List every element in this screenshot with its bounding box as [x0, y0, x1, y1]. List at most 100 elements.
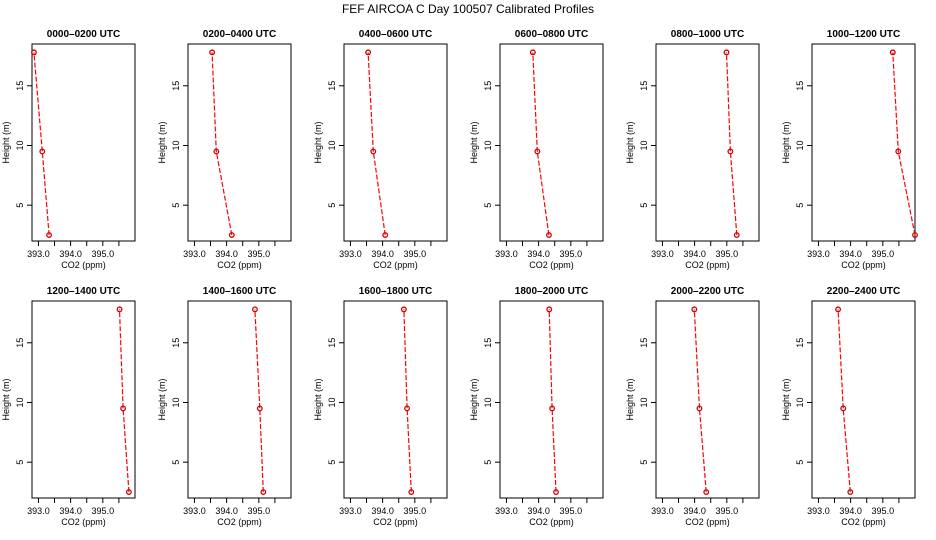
- y-axis-label: Height (m): [781, 378, 791, 420]
- profile-line: [367, 52, 386, 236]
- profile-panel: 1000–1200 UTC 393.0 394.0 395.0 5 10 15 CO2 (pp…: [781, 29, 918, 270]
- y-tick-label: 5: [483, 460, 493, 465]
- data-point: [365, 49, 372, 56]
- x-tick-label: 393.0: [495, 506, 518, 516]
- data-point: [213, 148, 220, 155]
- panel-title: 0200–0400 UTC: [203, 29, 276, 40]
- data-point: [727, 148, 734, 155]
- data-point: [382, 232, 389, 238]
- y-tick-label: 10: [15, 140, 25, 150]
- data-point: [847, 489, 854, 495]
- y-tick-label: 15: [171, 338, 181, 348]
- profile-line: [33, 52, 50, 236]
- y-tick-label: 15: [15, 338, 25, 348]
- profile-line: [837, 309, 851, 493]
- profile-line: [254, 309, 264, 493]
- data-point: [400, 306, 407, 313]
- profile-line: [725, 52, 738, 236]
- y-tick-label: 10: [327, 140, 337, 150]
- x-tick-label: 394.0: [59, 249, 82, 259]
- y-axis-label: Height (m): [1, 121, 11, 163]
- y-tick-label: 10: [639, 397, 649, 407]
- panel-title: 0600–0800 UTC: [515, 29, 588, 40]
- profile-panel: 0400–0600 UTC 393.0 394.0 395.0 5 10 15 CO2 (pp…: [313, 29, 448, 270]
- x-tick-label: 395.0: [248, 249, 271, 259]
- data-point: [895, 148, 902, 155]
- y-tick-label: 5: [15, 460, 25, 465]
- y-tick-label: 10: [327, 397, 337, 407]
- x-tick-label: 394.0: [683, 249, 706, 259]
- data-point: [703, 489, 710, 495]
- x-tick-label: 394.0: [215, 506, 238, 516]
- y-axis-label: Height (m): [1, 378, 11, 420]
- x-tick-label: 393.0: [651, 506, 674, 516]
- profile-panel: 0600–0800 UTC 393.0 394.0 395.0 5 10 15 CO2 (pp…: [469, 29, 604, 270]
- y-tick-label: 15: [639, 81, 649, 91]
- x-tick-label: 395.0: [404, 506, 427, 516]
- profile-line: [403, 309, 412, 493]
- data-point: [46, 232, 53, 238]
- x-tick-label: 394.0: [215, 249, 238, 259]
- y-tick-label: 15: [15, 81, 25, 91]
- y-tick-label: 10: [639, 140, 649, 150]
- data-point: [889, 49, 896, 56]
- profile-panel: 1200–1400 UTC 393.0 394.0 395.0 5 10 15 CO2 (pp…: [1, 286, 136, 527]
- y-tick-label: 5: [327, 460, 337, 465]
- profile-panel: 2200–2400 UTC 393.0 394.0 395.0 5 10 15 CO2 (pp…: [781, 286, 916, 527]
- y-axis-label: Height (m): [157, 378, 167, 420]
- x-tick-label: 394.0: [59, 506, 82, 516]
- x-tick-label: 395.0: [92, 249, 115, 259]
- x-tick-label: 395.0: [716, 249, 739, 259]
- panel-title: 0400–0600 UTC: [359, 29, 432, 40]
- x-axis-label: CO2 (ppm): [217, 517, 262, 527]
- plot-frame: [811, 43, 916, 242]
- panel-title: 2000–2200 UTC: [671, 286, 744, 297]
- x-axis-label: CO2 (ppm): [529, 517, 574, 527]
- x-axis-label: CO2 (ppm): [61, 517, 106, 527]
- data-point: [39, 148, 46, 155]
- x-axis-label: CO2 (ppm): [529, 260, 574, 270]
- x-tick-label: 393.0: [339, 249, 362, 259]
- y-tick-label: 15: [171, 81, 181, 91]
- y-tick-label: 5: [795, 460, 805, 465]
- y-tick-label: 5: [639, 203, 649, 208]
- y-tick-label: 15: [795, 81, 805, 91]
- profile-line: [532, 52, 550, 236]
- profile-line: [211, 52, 233, 236]
- y-tick-label: 10: [171, 140, 181, 150]
- data-point: [696, 405, 703, 412]
- y-tick-label: 10: [15, 397, 25, 407]
- y-tick-label: 5: [171, 460, 181, 465]
- data-point: [835, 306, 842, 313]
- x-tick-label: 395.0: [92, 506, 115, 516]
- profile-panel: 0800–1000 UTC 393.0 394.0 395.0 5 10 15 CO2 (pp…: [625, 29, 760, 270]
- plot-frame: [499, 300, 604, 499]
- y-axis-label: Height (m): [625, 378, 635, 420]
- data-point: [529, 49, 536, 56]
- x-tick-label: 394.0: [527, 249, 550, 259]
- panel-title: 1800–2000 UTC: [515, 286, 588, 297]
- profile-panel: 2000–2200 UTC 393.0 394.0 395.0 5 10 15 CO2 (pp…: [625, 286, 760, 527]
- x-axis-label: CO2 (ppm): [685, 260, 730, 270]
- y-tick-label: 5: [327, 203, 337, 208]
- x-tick-label: 393.0: [651, 249, 674, 259]
- plot-frame: [655, 43, 760, 242]
- x-tick-label: 393.0: [183, 249, 206, 259]
- y-tick-label: 5: [171, 203, 181, 208]
- profile-panel: 0000–0200 UTC 393.0 394.0 395.0 5 10 15 CO2 (pp…: [1, 29, 136, 270]
- x-tick-label: 393.0: [807, 249, 830, 259]
- plot-frame: [343, 300, 448, 499]
- y-tick-label: 15: [483, 81, 493, 91]
- data-point: [840, 405, 847, 412]
- panel-title: 0800–1000 UTC: [671, 29, 744, 40]
- profile-line: [892, 52, 916, 236]
- panel-title: 1000–1200 UTC: [827, 29, 900, 40]
- data-point: [691, 306, 698, 313]
- x-tick-label: 395.0: [404, 249, 427, 259]
- x-tick-label: 395.0: [716, 506, 739, 516]
- x-tick-label: 393.0: [339, 506, 362, 516]
- y-tick-label: 15: [327, 81, 337, 91]
- panel-grid: 0000–0200 UTC 393.0 394.0 395.0 5 10 15 CO2 (pp…: [1, 29, 918, 527]
- data-point: [251, 306, 258, 313]
- y-tick-label: 10: [795, 140, 805, 150]
